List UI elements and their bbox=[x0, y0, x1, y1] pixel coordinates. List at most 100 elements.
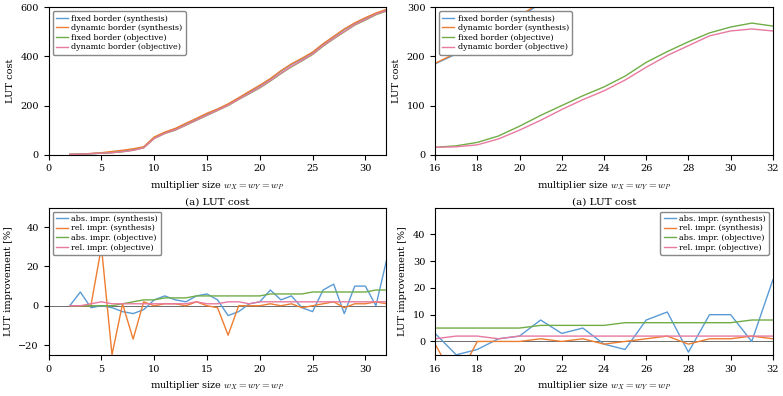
rel. impr. (objective) bbox=[452, 334, 461, 339]
fixed border (synthesis) bbox=[319, 42, 328, 47]
rel. impr. (synthesis) bbox=[599, 342, 608, 346]
abs. impr. (synthesis) bbox=[361, 284, 370, 288]
fixed border (synthesis) bbox=[65, 152, 74, 157]
abs. impr. (synthesis) bbox=[308, 309, 317, 314]
fixed border (objective) bbox=[473, 140, 482, 145]
rel. impr. (objective) bbox=[308, 299, 317, 304]
abs. impr. (objective) bbox=[287, 291, 296, 296]
abs. impr. (objective) bbox=[662, 320, 672, 325]
fixed border (objective) bbox=[160, 131, 169, 136]
fixed border (synthesis) bbox=[223, 102, 233, 107]
abs. impr. (synthesis) bbox=[97, 303, 106, 308]
dynamic border (synthesis) bbox=[118, 148, 128, 152]
dynamic border (synthesis) bbox=[371, 11, 381, 15]
abs. impr. (objective) bbox=[202, 293, 211, 298]
abs. impr. (synthesis) bbox=[160, 293, 169, 298]
fixed border (objective) bbox=[76, 152, 85, 156]
fixed border (objective) bbox=[536, 113, 545, 118]
dynamic border (synthesis) bbox=[265, 76, 275, 81]
rel. impr. (synthesis) bbox=[361, 301, 370, 306]
rel. impr. (synthesis) bbox=[65, 303, 74, 308]
fixed border (objective) bbox=[97, 151, 106, 156]
dynamic border (objective) bbox=[452, 145, 461, 149]
fixed border (objective) bbox=[371, 12, 381, 17]
abs. impr. (objective) bbox=[536, 323, 545, 328]
rel. impr. (synthesis) bbox=[350, 301, 359, 306]
fixed border (objective) bbox=[319, 44, 328, 49]
fixed border (synthesis) bbox=[171, 126, 180, 131]
X-axis label: multiplier size $w_X = w_Y = w_P$: multiplier size $w_X = w_Y = w_P$ bbox=[150, 379, 285, 392]
dynamic border (objective) bbox=[768, 29, 778, 33]
rel. impr. (objective) bbox=[641, 334, 651, 339]
fixed border (synthesis) bbox=[265, 77, 275, 82]
abs. impr. (objective) bbox=[514, 326, 524, 330]
dynamic border (synthesis) bbox=[276, 69, 286, 73]
dynamic border (objective) bbox=[350, 22, 359, 27]
abs. impr. (objective) bbox=[107, 303, 117, 308]
dynamic border (objective) bbox=[361, 17, 370, 22]
rel. impr. (synthesis) bbox=[473, 339, 482, 344]
abs. impr. (objective) bbox=[192, 293, 201, 298]
rel. impr. (objective) bbox=[76, 303, 85, 308]
Line: abs. impr. (objective): abs. impr. (objective) bbox=[435, 320, 773, 328]
abs. impr. (synthesis) bbox=[662, 310, 672, 314]
abs. impr. (objective) bbox=[578, 323, 587, 328]
dynamic border (synthesis) bbox=[340, 27, 349, 31]
fixed border (synthesis) bbox=[350, 21, 359, 26]
dynamic border (objective) bbox=[726, 29, 735, 33]
fixed border (synthesis) bbox=[308, 50, 317, 55]
rel. impr. (synthesis) bbox=[319, 301, 328, 306]
dynamic border (objective) bbox=[371, 12, 381, 17]
rel. impr. (synthesis) bbox=[128, 337, 138, 341]
Line: dynamic border (objective): dynamic border (objective) bbox=[435, 29, 773, 147]
dynamic border (objective) bbox=[473, 143, 482, 147]
fixed border (synthesis) bbox=[234, 96, 244, 101]
dynamic border (objective) bbox=[599, 88, 608, 93]
abs. impr. (synthesis) bbox=[213, 297, 222, 302]
abs. impr. (objective) bbox=[557, 323, 566, 328]
Line: abs. impr. (synthesis): abs. impr. (synthesis) bbox=[435, 280, 773, 355]
rel. impr. (synthesis) bbox=[726, 336, 735, 341]
rel. impr. (objective) bbox=[65, 303, 74, 308]
Line: rel. impr. (synthesis): rel. impr. (synthesis) bbox=[70, 247, 387, 355]
abs. impr. (synthesis) bbox=[223, 313, 233, 318]
rel. impr. (objective) bbox=[726, 334, 735, 339]
Y-axis label: LUT cost: LUT cost bbox=[6, 59, 15, 103]
rel. impr. (synthesis) bbox=[276, 303, 286, 308]
dynamic border (objective) bbox=[431, 145, 440, 150]
fixed border (objective) bbox=[599, 84, 608, 89]
abs. impr. (synthesis) bbox=[431, 331, 440, 336]
Title: (a) LUT cost: (a) LUT cost bbox=[572, 198, 637, 207]
X-axis label: multiplier size $w_X = w_Y = w_P$: multiplier size $w_X = w_Y = w_P$ bbox=[150, 179, 285, 192]
dynamic border (synthesis) bbox=[431, 61, 440, 66]
abs. impr. (objective) bbox=[747, 318, 756, 322]
Line: rel. impr. (objective): rel. impr. (objective) bbox=[70, 302, 387, 306]
rel. impr. (objective) bbox=[705, 334, 714, 339]
dynamic border (synthesis) bbox=[65, 152, 74, 157]
dynamic border (objective) bbox=[192, 118, 201, 122]
dynamic border (objective) bbox=[536, 118, 545, 123]
fixed border (objective) bbox=[107, 150, 117, 155]
rel. impr. (objective) bbox=[329, 299, 338, 304]
rel. impr. (synthesis) bbox=[329, 299, 338, 304]
Y-axis label: LUT cost: LUT cost bbox=[392, 59, 402, 103]
Legend: fixed border (synthesis), dynamic border (synthesis), fixed border (objective), : fixed border (synthesis), dynamic border… bbox=[439, 11, 572, 55]
dynamic border (synthesis) bbox=[452, 51, 461, 55]
fixed border (synthesis) bbox=[371, 11, 381, 16]
rel. impr. (synthesis) bbox=[107, 352, 117, 357]
abs. impr. (synthesis) bbox=[350, 284, 359, 288]
Y-axis label: LUT improvement [%]: LUT improvement [%] bbox=[4, 227, 13, 336]
rel. impr. (objective) bbox=[382, 299, 392, 304]
rel. impr. (objective) bbox=[107, 301, 117, 306]
rel. impr. (objective) bbox=[160, 301, 169, 306]
abs. impr. (objective) bbox=[452, 326, 461, 330]
fixed border (objective) bbox=[350, 23, 359, 27]
dynamic border (synthesis) bbox=[361, 15, 370, 20]
rel. impr. (objective) bbox=[371, 299, 381, 304]
abs. impr. (objective) bbox=[255, 293, 265, 298]
dynamic border (objective) bbox=[298, 58, 307, 63]
Line: dynamic border (synthesis): dynamic border (synthesis) bbox=[435, 0, 773, 63]
rel. impr. (objective) bbox=[244, 301, 254, 306]
rel. impr. (synthesis) bbox=[86, 303, 96, 308]
dynamic border (objective) bbox=[662, 53, 672, 58]
